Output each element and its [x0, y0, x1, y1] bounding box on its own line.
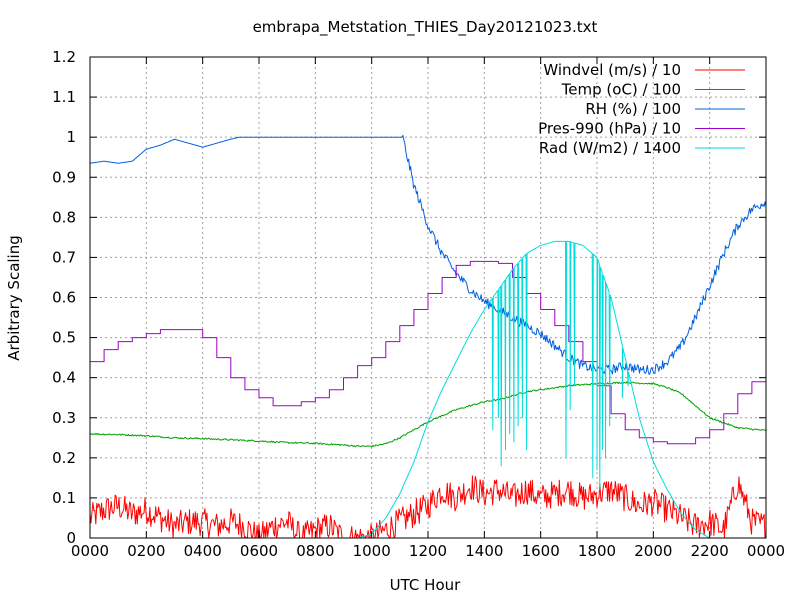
x-tick-label: 0800	[296, 542, 334, 560]
x-tick-label: 1200	[409, 542, 447, 560]
x-tick-label: 0000	[747, 542, 785, 560]
x-tick-label: 0600	[240, 542, 278, 560]
y-tick-label: 0.8	[52, 208, 76, 226]
y-tick-label: 1.1	[52, 88, 76, 106]
legend-label: Pres-990 (hPa) / 10	[538, 120, 681, 138]
x-tick-label: 1400	[465, 542, 503, 560]
y-tick-label: 0	[66, 529, 76, 547]
x-tick-label: 0400	[184, 542, 222, 560]
y-tick-label: 0.5	[52, 329, 76, 347]
x-tick-label: 0000	[71, 542, 109, 560]
x-axis-label: UTC Hour	[390, 576, 461, 594]
series-layer	[89, 134, 767, 539]
series-line-0	[89, 475, 766, 539]
series-line-3	[90, 260, 767, 445]
y-tick-label: 1	[66, 128, 76, 146]
y-tick-label: 0.6	[52, 289, 76, 307]
y-tick-label: 0.1	[52, 489, 76, 507]
legend-label: Temp (oC) / 100	[561, 81, 681, 99]
chart-title: embrapa_Metstation_THIES_Day20121023.txt	[253, 18, 598, 37]
y-tick-label: 0.4	[52, 369, 76, 387]
legend-label: Rad (W/m2) / 1400	[539, 139, 681, 157]
legend-label: Windvel (m/s) / 10	[543, 61, 681, 79]
x-tick-label: 1000	[353, 542, 391, 560]
x-tick-label: 2200	[691, 542, 729, 560]
x-tick-label: 1800	[578, 542, 616, 560]
series-line-2	[89, 134, 767, 375]
x-tick-label: 0200	[127, 542, 165, 560]
legend-label: RH (%) / 100	[585, 100, 681, 118]
y-tick-label: 0.2	[52, 449, 76, 467]
y-tick-label: 0.3	[52, 409, 76, 427]
y-tick-label: 1.2	[52, 48, 76, 66]
y-tick-label: 0.7	[52, 248, 76, 266]
x-tick-label: 1600	[522, 542, 560, 560]
x-tick-label: 2000	[634, 542, 672, 560]
y-axis-label: Arbitrary Scaling	[5, 235, 23, 361]
axes: 0 0.1 0.2 0.3 0.4 0.5 0.6 0.7 0.8 0.9 1 1.1 1.2 0000 0…	[52, 48, 785, 560]
y-tick-label: 0.9	[52, 168, 76, 186]
